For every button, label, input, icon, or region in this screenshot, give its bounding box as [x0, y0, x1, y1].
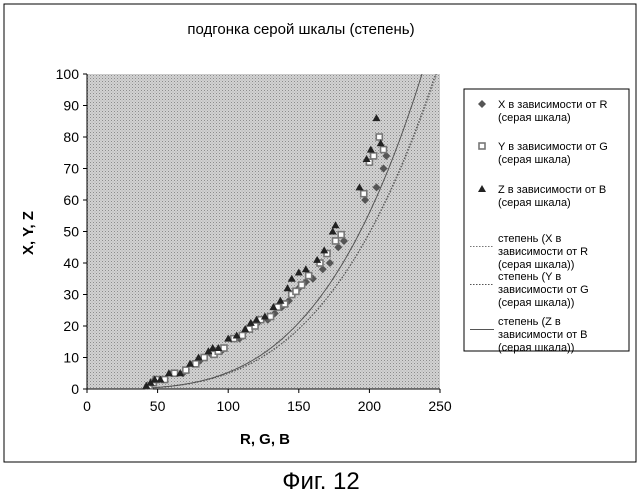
- legend-box: [464, 89, 629, 351]
- legend-label-line: зависимости от R: [498, 246, 588, 258]
- legend-label-line: зависимости от G: [498, 284, 589, 296]
- legend-label-line: X в зависимости от R: [498, 99, 607, 111]
- x-tick-label: 100: [217, 398, 241, 414]
- data-point: [376, 134, 382, 140]
- y-tick-label: 10: [63, 350, 79, 366]
- y-tick-label: 80: [63, 129, 79, 145]
- plot-area: [87, 74, 440, 389]
- data-point: [371, 153, 377, 159]
- legend-label-line: степень (Z в: [498, 316, 561, 328]
- legend-marker: [479, 143, 485, 149]
- data-point: [239, 332, 245, 338]
- y-tick-label: 60: [63, 192, 79, 208]
- data-point: [172, 370, 178, 376]
- chart-title: подгонка серой шкалы (степень): [187, 21, 414, 38]
- y-tick-label: 70: [63, 161, 79, 177]
- data-point: [338, 232, 344, 238]
- y-tick-label: 90: [63, 98, 79, 114]
- data-point: [306, 273, 312, 279]
- x-tick-label: 250: [428, 398, 452, 414]
- data-point: [293, 288, 299, 294]
- y-tick-label: 30: [63, 287, 79, 303]
- x-tick-label: 50: [150, 398, 166, 414]
- x-tick-label: 150: [287, 398, 311, 414]
- legend-label-line: степень (X в: [498, 233, 562, 245]
- legend-label-line: степень (Y в: [498, 271, 561, 283]
- y-tick-label: 20: [63, 318, 79, 334]
- legend-label-line: (серая шкала): [498, 154, 571, 166]
- legend-label-line: (серая шкала)): [498, 259, 574, 271]
- legend-label-line: Y в зависимости от G: [498, 141, 608, 153]
- chart: подгонка серой шкалы (степень) 0 10 20 30 40…: [0, 0, 642, 468]
- legend-label-line: (серая шкала): [498, 112, 571, 124]
- x-tick-label: 200: [358, 398, 382, 414]
- x-tick-label: 0: [83, 398, 91, 414]
- data-point: [361, 191, 367, 197]
- data-point: [193, 361, 199, 367]
- legend-label-line: Z в зависимости от B: [498, 184, 606, 196]
- y-tick-label: 50: [63, 224, 79, 240]
- data-point: [201, 355, 207, 361]
- y-tick-label: 100: [56, 66, 80, 82]
- legend-label-line: (серая шкала): [498, 197, 571, 209]
- y-tick-label: 40: [63, 255, 79, 271]
- y-tick-label: 0: [71, 381, 79, 397]
- data-point: [268, 314, 274, 320]
- data-point: [221, 345, 227, 351]
- x-axis-label: R, G, B: [240, 431, 290, 448]
- y-axis-label: X, Y, Z: [20, 211, 37, 255]
- legend-label-line: зависимости от B: [498, 329, 588, 341]
- legend: X в зависимости от R(серая шкала)Y в зав…: [464, 89, 629, 354]
- data-point: [183, 367, 189, 373]
- data-point: [381, 147, 387, 153]
- figure-caption: Фиг. 12: [0, 468, 642, 496]
- data-point: [299, 282, 305, 288]
- data-point: [333, 238, 339, 244]
- legend-label-line: (серая шкала)): [498, 297, 574, 309]
- legend-label-line: (серая шкала)): [498, 342, 574, 354]
